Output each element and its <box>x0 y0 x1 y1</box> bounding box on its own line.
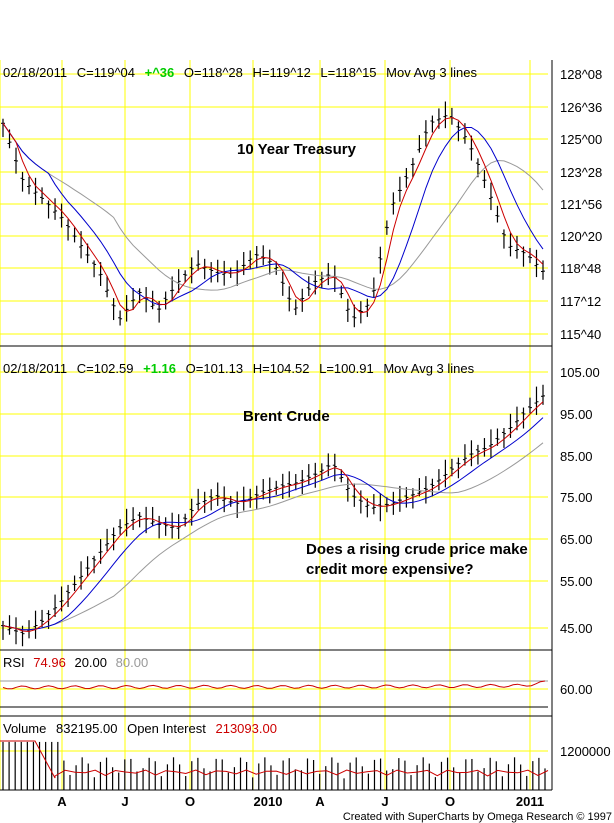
treasury-change: +^36 <box>145 65 175 80</box>
x-axis-label: O <box>185 794 195 809</box>
volume-header: Volume 832195.00 Open Interest 213093.00 <box>3 721 277 736</box>
crude-close: C=102.59 <box>77 361 134 376</box>
volume-y-tick: 1200000 <box>560 744 611 759</box>
treasury-ma-mid <box>2 123 544 306</box>
crude-y-ticks: 105.00 95.00 85.00 75.00 65.00 55.00 45.00 <box>560 365 600 636</box>
treasury-header: 02/18/2011 C=119^04 +^36 O=118^28 H=119^… <box>3 65 477 80</box>
rsi-panel: RSI 74.96 20.00 80.00 60.00 <box>0 655 593 708</box>
rsi-line <box>2 680 546 690</box>
treasury-y-tick-label: 117^12 <box>560 294 601 309</box>
crude-high: H=104.52 <box>253 361 310 376</box>
credit-text: Created with SuperCharts by Omega Resear… <box>343 811 612 823</box>
x-axis-label: 2011 <box>516 794 544 809</box>
rsi-header: RSI 74.96 20.00 80.00 <box>3 655 148 670</box>
x-axis-label: O <box>445 794 455 809</box>
volume-bars <box>2 741 546 790</box>
treasury-y-tick-label: 120^20 <box>560 229 602 244</box>
volume-label: Volume <box>3 721 46 736</box>
treasury-high: H=119^12 <box>253 65 311 80</box>
treasury-ma-fast <box>2 116 544 314</box>
treasury-ma-slow <box>2 123 544 291</box>
crude-annotation-line2: credit more expensive? <box>306 561 474 578</box>
rsi-y-tick: 60.00 <box>560 682 593 697</box>
rsi-high: 80.00 <box>116 655 149 670</box>
x-axis-label: 2010 <box>254 794 283 809</box>
x-axis-label: A <box>57 794 67 809</box>
crude-y-tick-label: 55.00 <box>560 574 593 589</box>
x-axis-label: A <box>315 794 325 809</box>
treasury-y-ticks: 128^08 126^36 125^00 123^28 121^56 120^20 118^… <box>560 67 602 342</box>
crude-y-tick-label: 85.00 <box>560 449 593 464</box>
crude-change: +1.16 <box>143 361 176 376</box>
treasury-y-tick-label: 118^48 <box>560 261 601 276</box>
treasury-date: 02/18/2011 <box>3 65 67 80</box>
crude-y-tick-label: 105.00 <box>560 365 600 380</box>
treasury-y-tick-label: 121^56 <box>560 197 602 212</box>
treasury-panel: 02/18/2011 C=119^04 +^36 O=118^28 H=119^… <box>1 65 602 342</box>
rsi-label: RSI <box>3 655 25 670</box>
treasury-ma-label: Mov Avg 3 lines <box>386 65 477 80</box>
treasury-title: 10 Year Treasury <box>237 141 357 158</box>
open-interest-label: Open Interest <box>127 721 206 736</box>
open-interest-line <box>0 740 549 779</box>
crude-price-bars <box>1 384 545 647</box>
grid-lines <box>0 60 548 790</box>
treasury-low: L=118^15 <box>320 65 376 80</box>
treasury-y-tick-label: 115^40 <box>560 327 601 342</box>
crude-y-tick-label: 65.00 <box>560 532 593 547</box>
crude-open: O=101.13 <box>186 361 243 376</box>
crude-panel: 02/18/2011 C=102.59 +1.16 O=101.13 H=104… <box>1 361 600 647</box>
rsi-value: 74.96 <box>33 655 66 670</box>
crude-header: 02/18/2011 C=102.59 +1.16 O=101.13 H=104… <box>3 361 475 376</box>
treasury-close: C=119^04 <box>77 65 135 80</box>
treasury-open: O=118^28 <box>184 65 243 80</box>
x-axis-label: J <box>381 794 388 809</box>
treasury-y-tick-label: 123^28 <box>560 165 602 180</box>
crude-ma-mid <box>2 417 544 631</box>
x-axis-label: J <box>121 794 128 809</box>
rsi-low: 20.00 <box>74 655 107 670</box>
crude-y-tick-label: 95.00 <box>560 407 593 422</box>
crude-annotation-line1: Does a rising crude price make <box>306 541 528 558</box>
crude-date: 02/18/2011 <box>3 361 67 376</box>
crude-ma-slow <box>2 442 544 631</box>
x-axis-labels: A J O 2010 A J O 2011 <box>57 794 544 809</box>
open-interest-value: 213093.00 <box>215 721 276 736</box>
crude-ma-label: Mov Avg 3 lines <box>383 361 474 376</box>
treasury-y-tick-label: 126^36 <box>560 100 602 115</box>
panel-frame <box>0 60 553 791</box>
crude-y-tick-label: 45.00 <box>560 621 593 636</box>
crude-ma-fast <box>2 401 544 633</box>
treasury-y-tick-label: 128^08 <box>560 67 602 82</box>
treasury-price-bars <box>1 101 545 328</box>
volume-panel: Volume 832195.00 Open Interest 213093.00… <box>0 721 611 790</box>
crude-low: L=100.91 <box>319 361 374 376</box>
treasury-y-tick-label: 125^00 <box>560 132 602 147</box>
crude-title: Brent Crude <box>243 408 330 425</box>
volume-value: 832195.00 <box>56 721 117 736</box>
crude-y-tick-label: 75.00 <box>560 490 593 505</box>
